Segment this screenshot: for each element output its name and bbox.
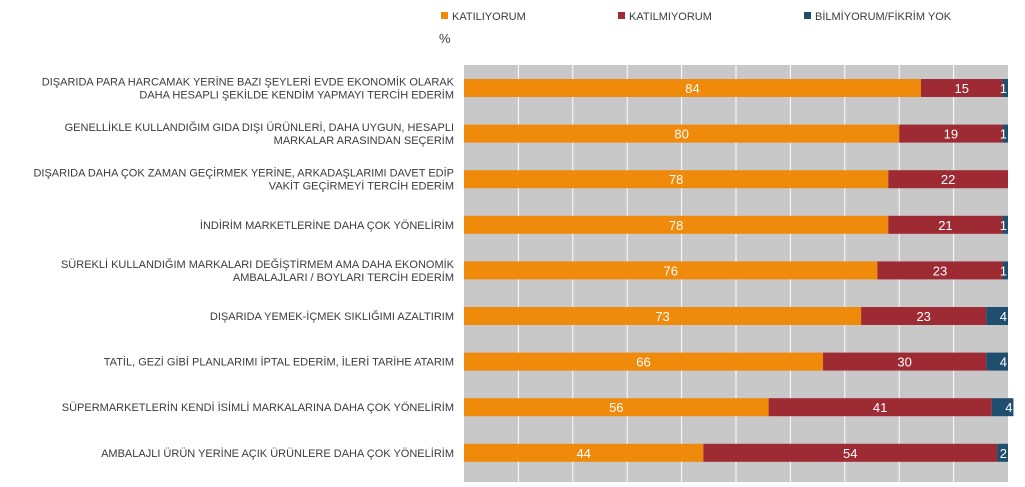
bar-segment bbox=[1002, 79, 1008, 97]
bar-value-label: 15 bbox=[955, 81, 969, 96]
bar-value-label: 1 bbox=[1000, 81, 1007, 96]
bar-segment bbox=[823, 352, 987, 371]
bar-value-label: 56 bbox=[609, 400, 623, 415]
category-label: DIŞARIDA PARA HARCAMAK YERİNE BAZI ŞEYLE… bbox=[42, 76, 455, 89]
category-label: GENELLİKLE KULLANDIĞIM GIDA DIŞI ÜRÜNLER… bbox=[65, 121, 454, 134]
category-label: MARKALAR ARASINDAN SEÇERİM bbox=[274, 134, 454, 147]
category-label: SÜREKLİ KULLANDIĞIM MARKALARI DEĞİŞTİRME… bbox=[61, 258, 455, 271]
category-label: DIŞARIDA DAHA ÇOK ZAMAN GEÇİRMEK YERİNE,… bbox=[33, 167, 454, 180]
bar-value-label: 44 bbox=[576, 446, 590, 461]
bar-value-label: 2 bbox=[1000, 446, 1007, 461]
category-label: AMBALAJLI ÜRÜN YERİNE AÇIK ÜRÜNLERE DAHA… bbox=[101, 447, 454, 460]
bar-segment bbox=[991, 398, 1014, 417]
unit-label: % bbox=[439, 31, 451, 46]
bar-value-label: 23 bbox=[933, 263, 947, 278]
legend-label: KATILMIYORUM bbox=[629, 11, 712, 23]
bar-segment bbox=[986, 352, 1008, 371]
bar-value-label: 1 bbox=[1000, 127, 1007, 142]
bar-value-label: 1 bbox=[1000, 218, 1007, 233]
legend-swatch bbox=[618, 12, 625, 19]
bar-segment bbox=[1002, 261, 1008, 280]
bar-segment bbox=[986, 307, 1008, 325]
bar-value-label: 73 bbox=[655, 309, 669, 324]
legend-label: KATILIYORUM bbox=[452, 11, 526, 23]
bar-segment bbox=[920, 79, 1003, 97]
bar-segment bbox=[997, 443, 1008, 462]
bar-value-label: 1 bbox=[1000, 263, 1007, 278]
category-label: TATİL, GEZİ GİBİ PLANLARIMI İPTAL EDERİM… bbox=[104, 356, 454, 369]
bar-segment bbox=[1002, 124, 1008, 143]
bar-segment bbox=[464, 307, 862, 325]
bar-segment bbox=[1002, 215, 1008, 234]
bar-value-label: 30 bbox=[897, 355, 911, 370]
bar-value-label: 19 bbox=[944, 127, 958, 142]
bar-value-label: 23 bbox=[916, 309, 930, 324]
bar-value-label: 4 bbox=[1000, 355, 1007, 370]
bar-segment bbox=[877, 261, 1003, 280]
bar-segment bbox=[464, 261, 878, 280]
legend-swatch bbox=[441, 12, 448, 19]
bar-segment bbox=[464, 79, 921, 97]
bar-value-label: 4 bbox=[1005, 400, 1012, 415]
bar-segment bbox=[464, 398, 769, 417]
bar-value-label: 84 bbox=[685, 81, 699, 96]
bar-segment bbox=[703, 443, 998, 462]
category-label: SÜPERMARKETLERİN KENDİ İSİMLİ MARKALARIN… bbox=[62, 401, 454, 414]
category-label: VAKİT GEÇİRMEYİ TERCİH EDERİM bbox=[269, 180, 454, 193]
bar-segment bbox=[464, 443, 704, 462]
category-label: AMBALAJLARI / BOYLARI TERCİH EDERİM bbox=[233, 271, 454, 284]
bar-value-label: 4 bbox=[1000, 309, 1007, 324]
legend-swatch bbox=[804, 12, 811, 19]
category-label: DAHA HESAPLI ŞEKİLDE KENDİM YAPMAYI TERC… bbox=[139, 89, 454, 102]
category-label: İNDİRİM MARKETLERİNE DAHA ÇOK YÖNELİRİM bbox=[200, 219, 454, 232]
bar-segment bbox=[464, 215, 889, 234]
bar-segment bbox=[899, 124, 1003, 143]
category-label: DIŞARIDA YEMEK-İÇMEK SIKLIĞIMI AZALTIRIM bbox=[210, 310, 454, 323]
bar-segment bbox=[861, 307, 987, 325]
bar-value-label: 22 bbox=[941, 172, 955, 187]
bar-segment bbox=[464, 352, 824, 371]
bar-segment bbox=[888, 170, 1008, 189]
bar-segment bbox=[464, 124, 900, 143]
bar-value-label: 76 bbox=[663, 263, 677, 278]
bar-segment bbox=[768, 398, 992, 417]
bar-value-label: 41 bbox=[873, 400, 887, 415]
legend: KATILIYORUM KATILMIYORUM BİLMİYORUM/FİKRİM… bbox=[441, 10, 952, 23]
legend-label: BİLMİYORUM/FİKRİM YOK bbox=[815, 10, 952, 23]
bar-value-label: 78 bbox=[669, 218, 683, 233]
bar-segment bbox=[888, 215, 1003, 234]
bar-value-label: 54 bbox=[843, 446, 857, 461]
category-labels: DIŞARIDA PARA HARCAMAK YERİNE BAZI ŞEYLE… bbox=[33, 76, 454, 460]
bar-segment bbox=[464, 170, 889, 189]
bar-value-label: 66 bbox=[636, 355, 650, 370]
bar-value-label: 78 bbox=[669, 172, 683, 187]
bar-value-label: 80 bbox=[674, 127, 688, 142]
bar-value-label: 21 bbox=[938, 218, 952, 233]
